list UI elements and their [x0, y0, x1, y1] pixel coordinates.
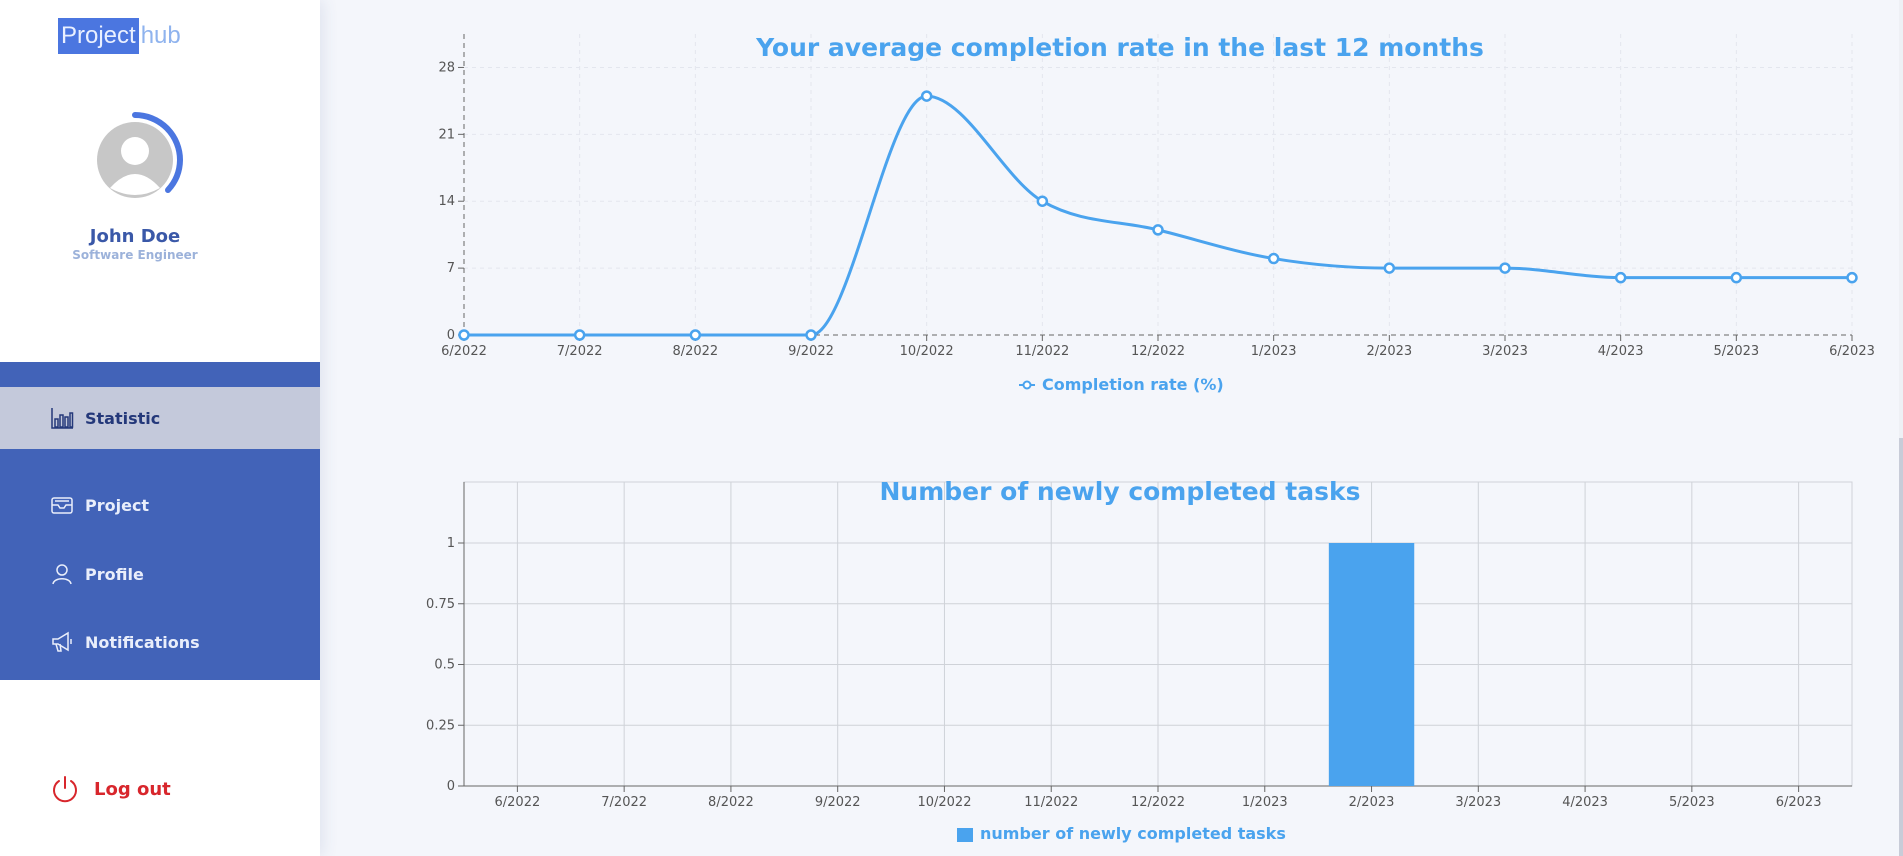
- data-point: [1383, 262, 1396, 274]
- x-tick-label: 3/2023: [1482, 344, 1528, 359]
- chart-title: Your average completion rate in the last…: [755, 33, 1484, 62]
- y-tick-label: 0.25: [426, 718, 455, 733]
- y-tick-label: 14: [438, 194, 455, 209]
- x-tick-label: 2/2023: [1349, 795, 1395, 810]
- logout-button[interactable]: Log out: [50, 774, 171, 804]
- x-tick-label: 9/2022: [815, 795, 861, 810]
- x-tick-labels: 6/2022 7/2022 8/2022 9/2022 10/2022 11/2022 12…: [495, 795, 1822, 810]
- y-tick-label: 0.5: [434, 658, 455, 673]
- sidebar-item-label: Project: [85, 495, 150, 515]
- x-tick-label: 5/2023: [1713, 344, 1759, 359]
- x-tick-label: 7/2022: [557, 344, 603, 359]
- legend-label: Completion rate (%): [1042, 375, 1224, 394]
- sidebar-item-project[interactable]: Project: [0, 480, 320, 530]
- power-icon: [50, 774, 80, 804]
- chart-legend[interactable]: number of newly completed tasks: [957, 824, 1286, 843]
- sidebar: Project hub John Doe Software Engineer St…: [0, 0, 320, 856]
- y-tick-label: 28: [438, 60, 455, 75]
- page-scrollbar-thumb[interactable]: [1899, 438, 1903, 856]
- user-icon: [49, 561, 75, 587]
- x-tick-label: 1/2023: [1242, 795, 1288, 810]
- user-name: John Doe: [89, 226, 181, 247]
- data-point: [573, 329, 586, 341]
- nav-menu: Statistic Project Profile: [0, 362, 320, 680]
- megaphone-icon: [49, 629, 75, 655]
- y-tick-label: 7: [447, 261, 455, 276]
- sidebar-item-profile[interactable]: Profile: [0, 549, 320, 599]
- y-tick-label: 0: [447, 328, 455, 343]
- sidebar-item-notifications[interactable]: Notifications: [0, 617, 320, 667]
- x-tick-label: 6/2023: [1829, 344, 1875, 359]
- y-tick-label: 1: [447, 536, 455, 551]
- data-point: [1846, 271, 1858, 284]
- x-tick-label: 7/2022: [601, 795, 647, 810]
- y-tick-label: 0.75: [426, 597, 455, 612]
- chart-axes: [458, 34, 1853, 341]
- x-tick-label: 6/2022: [441, 344, 487, 359]
- x-tick-label: 2/2023: [1366, 344, 1412, 359]
- x-tick-label: 9/2022: [788, 344, 834, 359]
- x-tick-label: 8/2022: [708, 795, 754, 810]
- data-point: [1499, 262, 1511, 274]
- x-tick-label: 12/2022: [1131, 344, 1185, 359]
- data-point: [1036, 195, 1049, 207]
- x-tick-label: 1/2023: [1251, 344, 1297, 359]
- avatar-head: [121, 137, 149, 165]
- x-tick-label: 3/2023: [1455, 795, 1501, 810]
- data-point: [1730, 271, 1743, 284]
- inbox-tray-icon: [49, 492, 75, 518]
- y-tick-labels: 0 7 14 21 28: [438, 60, 455, 343]
- x-tick-label: 4/2023: [1598, 344, 1644, 359]
- data-point: [920, 90, 933, 102]
- completion-rate-series-line: [464, 94, 1852, 337]
- sidebar-item-label: Profile: [85, 564, 144, 584]
- app-logo[interactable]: Project hub: [58, 18, 181, 54]
- x-tick-label: 11/2022: [1024, 795, 1078, 810]
- x-tick-label: 10/2022: [900, 344, 954, 359]
- x-tick-label: 6/2022: [495, 795, 541, 810]
- sidebar-item-label: Statistic: [85, 408, 161, 428]
- chart-legend[interactable]: Completion rate (%): [1019, 375, 1224, 394]
- avatar: [92, 110, 192, 210]
- data-point: [689, 329, 702, 341]
- legend-point-marker: [1022, 380, 1032, 390]
- bar-series: [1328, 543, 1415, 786]
- completion-rate-points: [458, 90, 1858, 341]
- avatar-progress-ring: [132, 112, 184, 193]
- data-point: [458, 329, 470, 341]
- logo-text-hub: hub: [140, 22, 181, 49]
- logo-text-project: Project: [58, 18, 139, 54]
- x-tick-label: 12/2022: [1131, 795, 1185, 810]
- data-point: [805, 329, 817, 341]
- y-tick-labels: 0 0.25 0.5 0.75 1: [426, 536, 455, 794]
- chart-axes: [458, 482, 1852, 792]
- legend-label: number of newly completed tasks: [980, 824, 1286, 843]
- avatar-body: [110, 174, 160, 195]
- legend-color-swatch: [957, 828, 973, 842]
- x-tick-labels: 6/2022 7/2022 8/2022 9/2022 10/2022 11/2022 12…: [441, 344, 1875, 359]
- x-tick-label: 8/2022: [672, 344, 718, 359]
- completed-tasks-chart: 0 0.25 0.5 0.75 1 6/2022 7/2022 8/2022 9/2022 10…: [426, 477, 1853, 843]
- user-role: Software Engineer: [72, 248, 198, 262]
- sidebar-item-statistic[interactable]: Statistic: [0, 387, 320, 449]
- x-tick-label: 5/2023: [1669, 795, 1715, 810]
- bar-chart-icon: [49, 405, 75, 431]
- chart-grid: [463, 481, 1853, 787]
- x-tick-label: 6/2023: [1776, 795, 1822, 810]
- x-tick-label: 11/2022: [1015, 344, 1069, 359]
- y-tick-label: 0: [447, 779, 455, 794]
- page-scrollbar-track[interactable]: [1899, 0, 1903, 856]
- chart-title: Number of newly completed tasks: [879, 477, 1360, 506]
- data-point: [1614, 271, 1627, 284]
- x-tick-label: 10/2022: [917, 795, 971, 810]
- chart-grid: [464, 34, 1853, 335]
- sidebar-item-label: Notifications: [85, 632, 200, 652]
- y-tick-label: 21: [438, 127, 455, 142]
- completion-rate-chart: 0 7 14 21 28 6/2022 7/2022 8/2022 9/2022 10/2022…: [438, 33, 1875, 394]
- x-tick-label: 4/2023: [1562, 795, 1608, 810]
- data-point: [1267, 252, 1280, 265]
- data-point: [1152, 224, 1164, 236]
- bar: [1328, 543, 1415, 786]
- logout-label: Log out: [94, 778, 171, 800]
